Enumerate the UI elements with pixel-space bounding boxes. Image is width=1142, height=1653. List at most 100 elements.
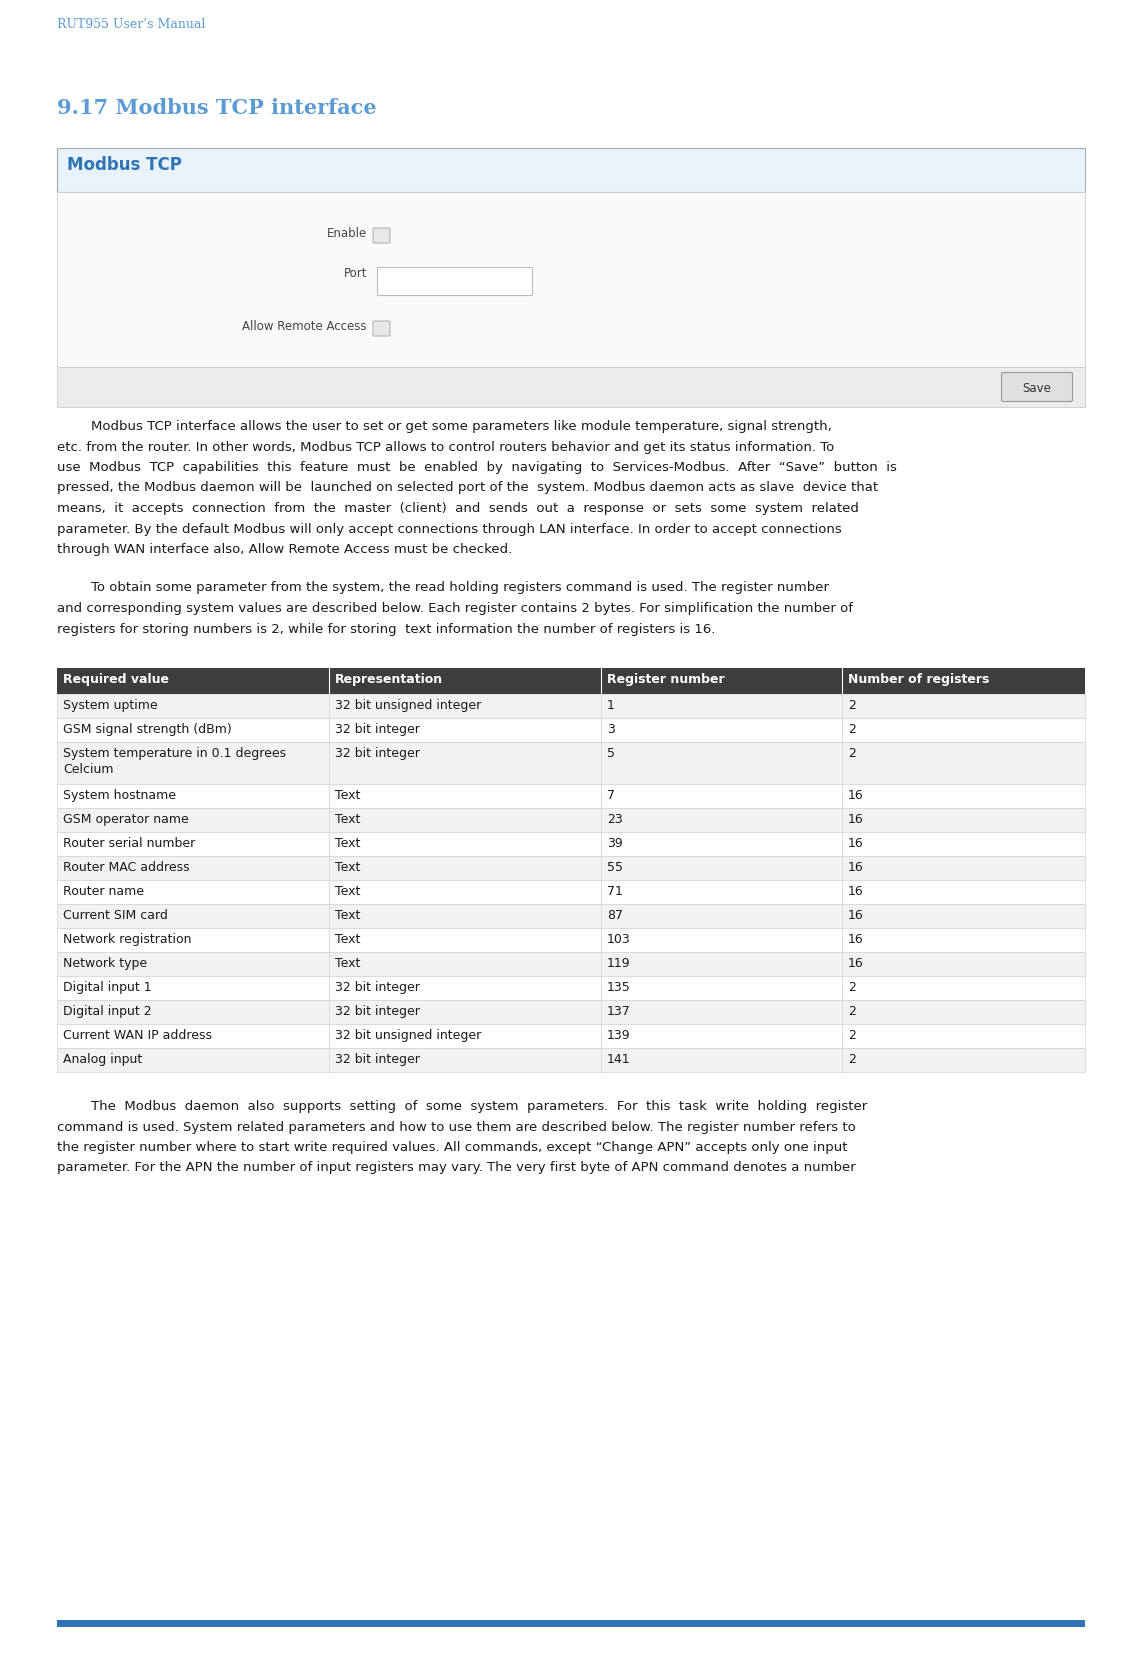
Bar: [601, 1023, 842, 1048]
Text: RUT955 User’s Manual: RUT955 User’s Manual: [57, 18, 206, 31]
Bar: [842, 952, 1085, 975]
Bar: [57, 1000, 329, 1023]
Bar: [57, 784, 329, 808]
Text: Register number: Register number: [608, 673, 725, 686]
Bar: [57, 717, 329, 742]
Bar: [842, 904, 1085, 927]
Text: 87: 87: [608, 909, 624, 922]
Text: Representation: Representation: [335, 673, 443, 686]
Bar: [329, 808, 601, 831]
Bar: [842, 1023, 1085, 1048]
Bar: [842, 879, 1085, 904]
Bar: [329, 1023, 601, 1048]
Text: Number of registers: Number of registers: [849, 673, 989, 686]
Bar: [842, 784, 1085, 808]
Text: To obtain some parameter from the system, the read holding registers command is : To obtain some parameter from the system…: [57, 582, 829, 595]
Text: 2: 2: [849, 1005, 855, 1018]
Text: 16: 16: [849, 788, 863, 802]
Bar: [601, 717, 842, 742]
Text: through WAN interface also, Allow Remote Access must be checked.: through WAN interface also, Allow Remote…: [57, 542, 513, 555]
Bar: [329, 952, 601, 975]
Bar: [601, 784, 842, 808]
Text: registers for storing numbers is 2, while for storing  text information the numb: registers for storing numbers is 2, whil…: [57, 623, 715, 635]
Bar: [601, 668, 842, 694]
Bar: [842, 927, 1085, 952]
Text: System hostname: System hostname: [63, 788, 176, 802]
Text: the register number where to start write required values. All commands, except “: the register number where to start write…: [57, 1141, 847, 1154]
Text: Modbus TCP interface allows the user to set or get some parameters like module t: Modbus TCP interface allows the user to …: [57, 420, 831, 433]
Bar: [601, 831, 842, 856]
Text: 16: 16: [849, 884, 863, 898]
Bar: [329, 856, 601, 879]
Text: Network type: Network type: [63, 957, 147, 970]
Bar: [842, 975, 1085, 1000]
Bar: [601, 904, 842, 927]
Bar: [57, 668, 329, 694]
Bar: [57, 1048, 329, 1073]
Text: pressed, the Modbus daemon will be  launched on selected port of the  system. Mo: pressed, the Modbus daemon will be launc…: [57, 481, 878, 494]
Bar: [601, 879, 842, 904]
Text: 2: 2: [849, 699, 855, 712]
Bar: [329, 717, 601, 742]
Bar: [57, 831, 329, 856]
Text: Router name: Router name: [63, 884, 144, 898]
Bar: [57, 192, 1085, 367]
Bar: [329, 1048, 601, 1073]
Bar: [57, 927, 329, 952]
Text: Current SIM card: Current SIM card: [63, 909, 168, 922]
Text: Text: Text: [335, 884, 361, 898]
Text: 16: 16: [849, 813, 863, 826]
Text: 71: 71: [608, 884, 622, 898]
Text: Save: Save: [1022, 382, 1052, 395]
Text: Modbus TCP: Modbus TCP: [67, 155, 182, 174]
Bar: [377, 268, 532, 294]
Bar: [329, 879, 601, 904]
Text: Text: Text: [335, 813, 361, 826]
Bar: [329, 668, 601, 694]
Text: use  Modbus  TCP  capabilities  this  feature  must  be  enabled  by  navigating: use Modbus TCP capabilities this feature…: [57, 461, 896, 474]
Text: Text: Text: [335, 861, 361, 874]
Bar: [329, 975, 601, 1000]
Text: Digital input 1: Digital input 1: [63, 980, 152, 993]
Bar: [601, 856, 842, 879]
Text: 7: 7: [608, 788, 616, 802]
Text: Text: Text: [335, 836, 361, 850]
Text: Text: Text: [335, 932, 361, 946]
Bar: [601, 1048, 842, 1073]
Text: 32 bit integer: 32 bit integer: [335, 747, 420, 760]
Bar: [329, 742, 601, 784]
FancyBboxPatch shape: [373, 321, 391, 336]
Text: 16: 16: [849, 836, 863, 850]
Text: Router MAC address: Router MAC address: [63, 861, 190, 874]
Text: 5: 5: [608, 747, 616, 760]
Text: Current WAN IP address: Current WAN IP address: [63, 1030, 212, 1041]
Text: 32 bit integer: 32 bit integer: [335, 722, 420, 736]
Text: 137: 137: [608, 1005, 630, 1018]
Bar: [842, 742, 1085, 784]
FancyBboxPatch shape: [1002, 372, 1072, 402]
Text: Allow Remote Access: Allow Remote Access: [242, 321, 367, 332]
Bar: [601, 808, 842, 831]
Text: 9.17 Modbus TCP interface: 9.17 Modbus TCP interface: [57, 98, 377, 117]
Text: 135: 135: [608, 980, 630, 993]
Bar: [57, 149, 1085, 192]
Text: Text: Text: [335, 957, 361, 970]
Bar: [601, 952, 842, 975]
Text: 32 bit unsigned integer: 32 bit unsigned integer: [335, 699, 481, 712]
Text: Enable: Enable: [327, 226, 367, 240]
Text: parameter. For the APN the number of input registers may vary. The very first by: parameter. For the APN the number of inp…: [57, 1162, 855, 1175]
Text: Digital input 2: Digital input 2: [63, 1005, 152, 1018]
Bar: [601, 742, 842, 784]
Bar: [57, 879, 329, 904]
Text: 1: 1: [608, 699, 614, 712]
Bar: [842, 717, 1085, 742]
Text: 32 bit unsigned integer: 32 bit unsigned integer: [335, 1030, 481, 1041]
Bar: [601, 1000, 842, 1023]
Bar: [57, 856, 329, 879]
Text: 32 bit integer: 32 bit integer: [335, 980, 420, 993]
Text: 39: 39: [608, 836, 622, 850]
Text: 2: 2: [849, 747, 855, 760]
Bar: [842, 668, 1085, 694]
Text: 32 bit integer: 32 bit integer: [335, 1005, 420, 1018]
Text: Required value: Required value: [63, 673, 169, 686]
